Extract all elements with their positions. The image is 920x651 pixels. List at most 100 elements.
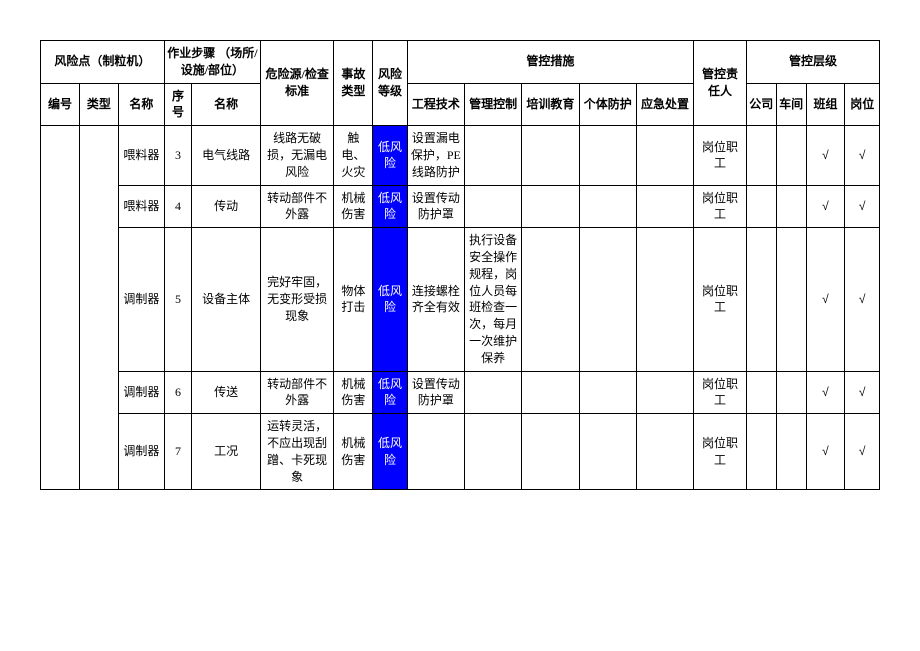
cell-company bbox=[746, 371, 776, 414]
cell-team: √ bbox=[806, 371, 845, 414]
cell-name: 喂料器 bbox=[118, 185, 164, 228]
cell-mgmt bbox=[464, 126, 521, 185]
cell-seq: 4 bbox=[164, 185, 192, 228]
cell-risklevel: 低风险 bbox=[373, 185, 407, 228]
cell-company bbox=[746, 414, 776, 490]
table-row: 喂料器3电气线路线路无破损，无漏电风险触电、火灾低风险设置漏电保护，PE线路防护… bbox=[41, 126, 880, 185]
cell-workshop bbox=[776, 228, 806, 371]
hdr-mgmt: 管理控制 bbox=[464, 83, 521, 126]
cell-seq: 6 bbox=[164, 371, 192, 414]
hdr-team: 班组 bbox=[806, 83, 845, 126]
cell-stepname: 工况 bbox=[192, 414, 261, 490]
hdr-eng: 工程技术 bbox=[407, 83, 464, 126]
cell-stepname: 传送 bbox=[192, 371, 261, 414]
cell-ppe bbox=[579, 126, 636, 185]
hdr-emerg: 应急处置 bbox=[636, 83, 693, 126]
cell-risklevel: 低风险 bbox=[373, 371, 407, 414]
cell-post: √ bbox=[845, 414, 880, 490]
cell-risklevel: 低风险 bbox=[373, 414, 407, 490]
cell-name: 调制器 bbox=[118, 228, 164, 371]
table-body: 喂料器3电气线路线路无破损，无漏电风险触电、火灾低风险设置漏电保护，PE线路防护… bbox=[41, 126, 880, 490]
cell-post: √ bbox=[845, 371, 880, 414]
hdr-hazard: 危险源/检查标准 bbox=[261, 41, 334, 126]
risk-table: 风险点（制粒机） 作业步骤 （场所/设施/部位） 危险源/检查标准 事故类型 风… bbox=[40, 40, 880, 490]
cell-ppe bbox=[579, 185, 636, 228]
hdr-train: 培训教育 bbox=[522, 83, 579, 126]
cell-responsible: 岗位职工 bbox=[694, 228, 747, 371]
hdr-riskpoint: 风险点（制粒机） bbox=[41, 41, 165, 84]
cell-risklevel: 低风险 bbox=[373, 228, 407, 371]
cell-train bbox=[522, 185, 579, 228]
cell-train bbox=[522, 126, 579, 185]
cell-responsible: 岗位职工 bbox=[694, 414, 747, 490]
cell-emerg bbox=[636, 371, 693, 414]
table-row: 调制器6传送转动部件不外露机械伤害低风险设置传动防护罩岗位职工√√ bbox=[41, 371, 880, 414]
cell-company bbox=[746, 126, 776, 185]
hdr-workshop: 车间 bbox=[776, 83, 806, 126]
hdr-no: 编号 bbox=[41, 83, 80, 126]
cell-stepname: 设备主体 bbox=[192, 228, 261, 371]
cell-emerg bbox=[636, 228, 693, 371]
table-row: 调制器7工况运转灵活，不应出现刮蹭、卡死现象机械伤害低风险 岗位职工 √√ bbox=[41, 414, 880, 490]
cell-risklevel: 低风险 bbox=[373, 126, 407, 185]
hdr-seq: 序号 bbox=[164, 83, 192, 126]
hdr-company: 公司 bbox=[746, 83, 776, 126]
cell-name: 调制器 bbox=[118, 371, 164, 414]
cell-company bbox=[746, 228, 776, 371]
cell-emerg bbox=[636, 185, 693, 228]
cell-seq: 3 bbox=[164, 126, 192, 185]
hdr-controllevel: 管控层级 bbox=[746, 41, 879, 84]
cell-responsible: 岗位职工 bbox=[694, 126, 747, 185]
cell-hazard: 运转灵活，不应出现刮蹭、卡死现象 bbox=[261, 414, 334, 490]
cell-eng bbox=[407, 414, 464, 490]
cell-workshop bbox=[776, 126, 806, 185]
hdr-stepname: 名称 bbox=[192, 83, 261, 126]
cell-responsible: 岗位职工 bbox=[694, 185, 747, 228]
cell-accident: 机械伤害 bbox=[334, 414, 373, 490]
hdr-responsible: 管控责任人 bbox=[694, 41, 747, 126]
cell-eng: 设置漏电保护，PE线路防护 bbox=[407, 126, 464, 185]
table-header: 风险点（制粒机） 作业步骤 （场所/设施/部位） 危险源/检查标准 事故类型 风… bbox=[41, 41, 880, 126]
cell-responsible: 岗位职工 bbox=[694, 371, 747, 414]
hdr-post: 岗位 bbox=[845, 83, 880, 126]
cell-no bbox=[41, 126, 80, 490]
table-row: 调制器5设备主体完好牢固，无变形受损现象物体打击低风险连接螺栓齐全有效执行设备安… bbox=[41, 228, 880, 371]
cell-post: √ bbox=[845, 185, 880, 228]
hdr-workstep: 作业步骤 （场所/设施/部位） bbox=[164, 41, 260, 84]
cell-mgmt bbox=[464, 185, 521, 228]
cell-team: √ bbox=[806, 185, 845, 228]
cell-mgmt bbox=[464, 371, 521, 414]
hdr-name: 名称 bbox=[118, 83, 164, 126]
cell-post: √ bbox=[845, 228, 880, 371]
cell-accident: 物体打击 bbox=[334, 228, 373, 371]
cell-post: √ bbox=[845, 126, 880, 185]
cell-accident: 机械伤害 bbox=[334, 185, 373, 228]
cell-train bbox=[522, 371, 579, 414]
cell-workshop bbox=[776, 185, 806, 228]
hdr-control: 管控措施 bbox=[407, 41, 694, 84]
hdr-ppe: 个体防护 bbox=[579, 83, 636, 126]
cell-ppe bbox=[579, 414, 636, 490]
cell-emerg bbox=[636, 126, 693, 185]
cell-hazard: 线路无破损，无漏电风险 bbox=[261, 126, 334, 185]
cell-seq: 7 bbox=[164, 414, 192, 490]
cell-hazard: 转动部件不外露 bbox=[261, 185, 334, 228]
cell-type bbox=[79, 126, 118, 490]
table-row: 喂料器4传动转动部件不外露机械伤害低风险设置传动防护罩岗位职工√√ bbox=[41, 185, 880, 228]
cell-hazard: 完好牢固，无变形受损现象 bbox=[261, 228, 334, 371]
cell-workshop bbox=[776, 414, 806, 490]
cell-hazard: 转动部件不外露 bbox=[261, 371, 334, 414]
cell-team: √ bbox=[806, 414, 845, 490]
cell-workshop bbox=[776, 371, 806, 414]
cell-train bbox=[522, 228, 579, 371]
cell-eng: 设置传动防护罩 bbox=[407, 371, 464, 414]
cell-mgmt bbox=[464, 414, 521, 490]
cell-ppe bbox=[579, 228, 636, 371]
cell-team: √ bbox=[806, 228, 845, 371]
hdr-accident: 事故类型 bbox=[334, 41, 373, 126]
cell-train bbox=[522, 414, 579, 490]
cell-name: 调制器 bbox=[118, 414, 164, 490]
cell-accident: 触电、火灾 bbox=[334, 126, 373, 185]
cell-name: 喂料器 bbox=[118, 126, 164, 185]
cell-stepname: 传动 bbox=[192, 185, 261, 228]
